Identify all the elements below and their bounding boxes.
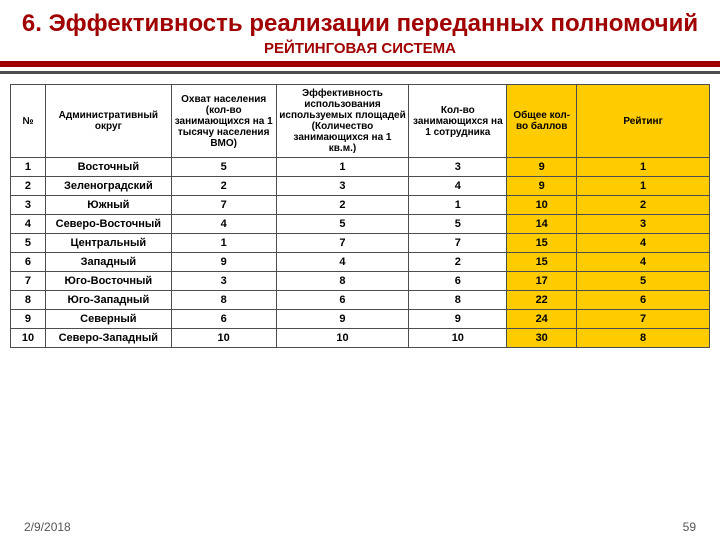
table-cell: 10: [507, 196, 577, 215]
table-row: 6Западный942154: [11, 253, 710, 272]
table-cell: 6: [409, 272, 507, 291]
table-cell: Северный: [45, 310, 171, 329]
table-cell: 7: [577, 310, 710, 329]
table-cell: 2: [409, 253, 507, 272]
table-cell: 3: [11, 196, 46, 215]
table-row: 4Северо-Восточный455143: [11, 215, 710, 234]
table-cell: 4: [11, 215, 46, 234]
table-cell: Южный: [45, 196, 171, 215]
table-cell: 7: [276, 234, 409, 253]
table-cell: Зеленоградский: [45, 177, 171, 196]
table-cell: 1: [577, 158, 710, 177]
table-cell: 3: [577, 215, 710, 234]
table-cell: 9: [11, 310, 46, 329]
footer-page: 59: [683, 520, 696, 534]
table-row: 10Северо-Западный101010308: [11, 329, 710, 348]
table-cell: 8: [11, 291, 46, 310]
table-cell: 30: [507, 329, 577, 348]
table-cell: 1: [171, 234, 276, 253]
table-cell: 5: [171, 158, 276, 177]
table-cell: 4: [276, 253, 409, 272]
table-cell: 1: [409, 196, 507, 215]
table-cell: 1: [11, 158, 46, 177]
table-cell: 15: [507, 234, 577, 253]
table-cell: 10: [276, 329, 409, 348]
table-row: 1Восточный51391: [11, 158, 710, 177]
table-row: 9Северный699247: [11, 310, 710, 329]
table-cell: Юго-Восточный: [45, 272, 171, 291]
table-header-cell: Кол-во занимающихся на 1 сотрудника: [409, 85, 507, 158]
rating-table: №Административный округОхват населения (…: [10, 84, 710, 348]
table-cell: 22: [507, 291, 577, 310]
table-row: 3Южный721102: [11, 196, 710, 215]
table-header-cell: Охват населения (кол-во занимающихся на …: [171, 85, 276, 158]
table-header-cell: Рейтинг: [577, 85, 710, 158]
table-header-cell: №: [11, 85, 46, 158]
table-row: 7Юго-Восточный386175: [11, 272, 710, 291]
table-cell: 17: [507, 272, 577, 291]
table-cell: 9: [507, 158, 577, 177]
table-cell: 9: [507, 177, 577, 196]
table-cell: 9: [276, 310, 409, 329]
table-cell: 1: [577, 177, 710, 196]
table-cell: 1: [276, 158, 409, 177]
table-cell: 6: [11, 253, 46, 272]
table-cell: 14: [507, 215, 577, 234]
footer-date: 2/9/2018: [24, 520, 71, 534]
table-header-cell: Общее кол-во баллов: [507, 85, 577, 158]
table-cell: 6: [171, 310, 276, 329]
table-cell: 15: [507, 253, 577, 272]
table-cell: 7: [409, 234, 507, 253]
table-header-row: №Административный округОхват населения (…: [11, 85, 710, 158]
table-cell: 8: [276, 272, 409, 291]
table-header-cell: Эффективность использования используемых…: [276, 85, 409, 158]
table-cell: 3: [171, 272, 276, 291]
table-row: 2Зеленоградский23491: [11, 177, 710, 196]
table-cell: 10: [11, 329, 46, 348]
table-cell: 4: [577, 234, 710, 253]
divider-thick: [0, 61, 720, 67]
table-header-cell: Административный округ: [45, 85, 171, 158]
page-subtitle: РЕЙТИНГОВАЯ СИСТЕМА: [0, 40, 720, 57]
table-cell: 8: [577, 329, 710, 348]
table-cell: 5: [577, 272, 710, 291]
table-cell: 7: [171, 196, 276, 215]
table-cell: Восточный: [45, 158, 171, 177]
table-cell: 2: [11, 177, 46, 196]
table-cell: 7: [11, 272, 46, 291]
table-cell: 2: [276, 196, 409, 215]
table-cell: 9: [409, 310, 507, 329]
table-cell: 6: [276, 291, 409, 310]
table-cell: 3: [409, 158, 507, 177]
footer: 2/9/2018 59: [0, 520, 720, 534]
table-cell: 5: [276, 215, 409, 234]
table-cell: 4: [577, 253, 710, 272]
table-cell: 3: [276, 177, 409, 196]
table-cell: 6: [577, 291, 710, 310]
table-cell: 4: [171, 215, 276, 234]
table-cell: 2: [171, 177, 276, 196]
table-cell: 8: [171, 291, 276, 310]
table-cell: 10: [409, 329, 507, 348]
table-row: 8Юго-Западный868226: [11, 291, 710, 310]
table-cell: Юго-Западный: [45, 291, 171, 310]
table-cell: Западный: [45, 253, 171, 272]
table-cell: Северо-Восточный: [45, 215, 171, 234]
table-cell: 8: [409, 291, 507, 310]
table-cell: 4: [409, 177, 507, 196]
table-cell: Центральный: [45, 234, 171, 253]
table-cell: 9: [171, 253, 276, 272]
table-cell: 24: [507, 310, 577, 329]
divider-thin: [0, 71, 720, 74]
table-row: 5Центральный177154: [11, 234, 710, 253]
table-cell: 2: [577, 196, 710, 215]
table-cell: 5: [11, 234, 46, 253]
table-cell: Северо-Западный: [45, 329, 171, 348]
table-cell: 5: [409, 215, 507, 234]
table-cell: 10: [171, 329, 276, 348]
page-title: 6. Эффективность реализации переданных п…: [0, 0, 720, 40]
